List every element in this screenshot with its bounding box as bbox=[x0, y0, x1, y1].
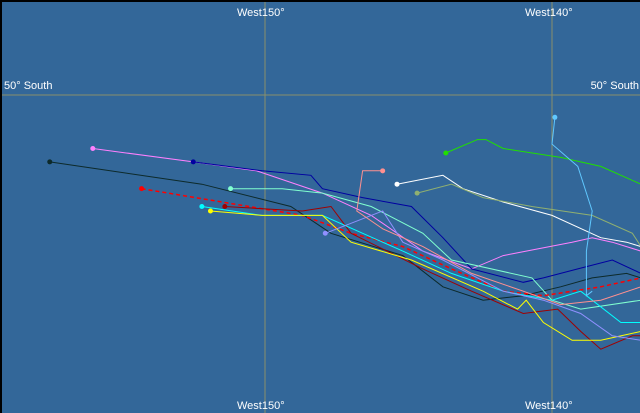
track-start-marker[interactable] bbox=[552, 114, 558, 120]
track-start-marker[interactable] bbox=[90, 146, 96, 152]
track-start-marker[interactable] bbox=[414, 190, 420, 196]
track-start-marker[interactable] bbox=[139, 186, 145, 192]
storm-track[interactable] bbox=[416, 183, 640, 246]
meridian-label-bottom-140w: West140° bbox=[525, 400, 573, 412]
storm-track[interactable] bbox=[325, 210, 640, 341]
track-start-marker[interactable] bbox=[228, 186, 234, 192]
storm-track[interactable] bbox=[193, 161, 640, 283]
meridian-label-bottom-150w: West150° bbox=[237, 400, 285, 412]
storm-track[interactable] bbox=[230, 188, 640, 310]
parallel-label-left-50s: 50° South bbox=[4, 80, 53, 92]
track-start-marker[interactable] bbox=[443, 150, 449, 156]
meridian-label-top-140w: West140° bbox=[525, 7, 573, 19]
track-start-marker[interactable] bbox=[207, 208, 213, 214]
storm-track[interactable] bbox=[141, 187, 640, 297]
meridian-label-top-150w: West150° bbox=[237, 7, 285, 19]
storm-track[interactable] bbox=[92, 148, 640, 270]
track-start-marker[interactable] bbox=[47, 159, 53, 165]
storm-track[interactable] bbox=[445, 139, 640, 185]
storm-track[interactable] bbox=[210, 210, 640, 341]
storm-track[interactable] bbox=[224, 205, 640, 350]
track-start-marker[interactable] bbox=[222, 204, 228, 209]
track-start-marker[interactable] bbox=[394, 181, 400, 187]
storm-track[interactable] bbox=[396, 174, 640, 247]
track-start-marker[interactable] bbox=[199, 204, 205, 209]
track-start-marker[interactable] bbox=[190, 159, 196, 165]
track-start-marker[interactable] bbox=[322, 230, 328, 236]
track-start-marker[interactable] bbox=[380, 168, 386, 174]
storm-track[interactable] bbox=[356, 170, 640, 306]
storm-track[interactable] bbox=[551, 117, 593, 297]
parallel-label-right-50s: 50° South bbox=[590, 80, 639, 92]
storm-track[interactable] bbox=[49, 161, 640, 301]
